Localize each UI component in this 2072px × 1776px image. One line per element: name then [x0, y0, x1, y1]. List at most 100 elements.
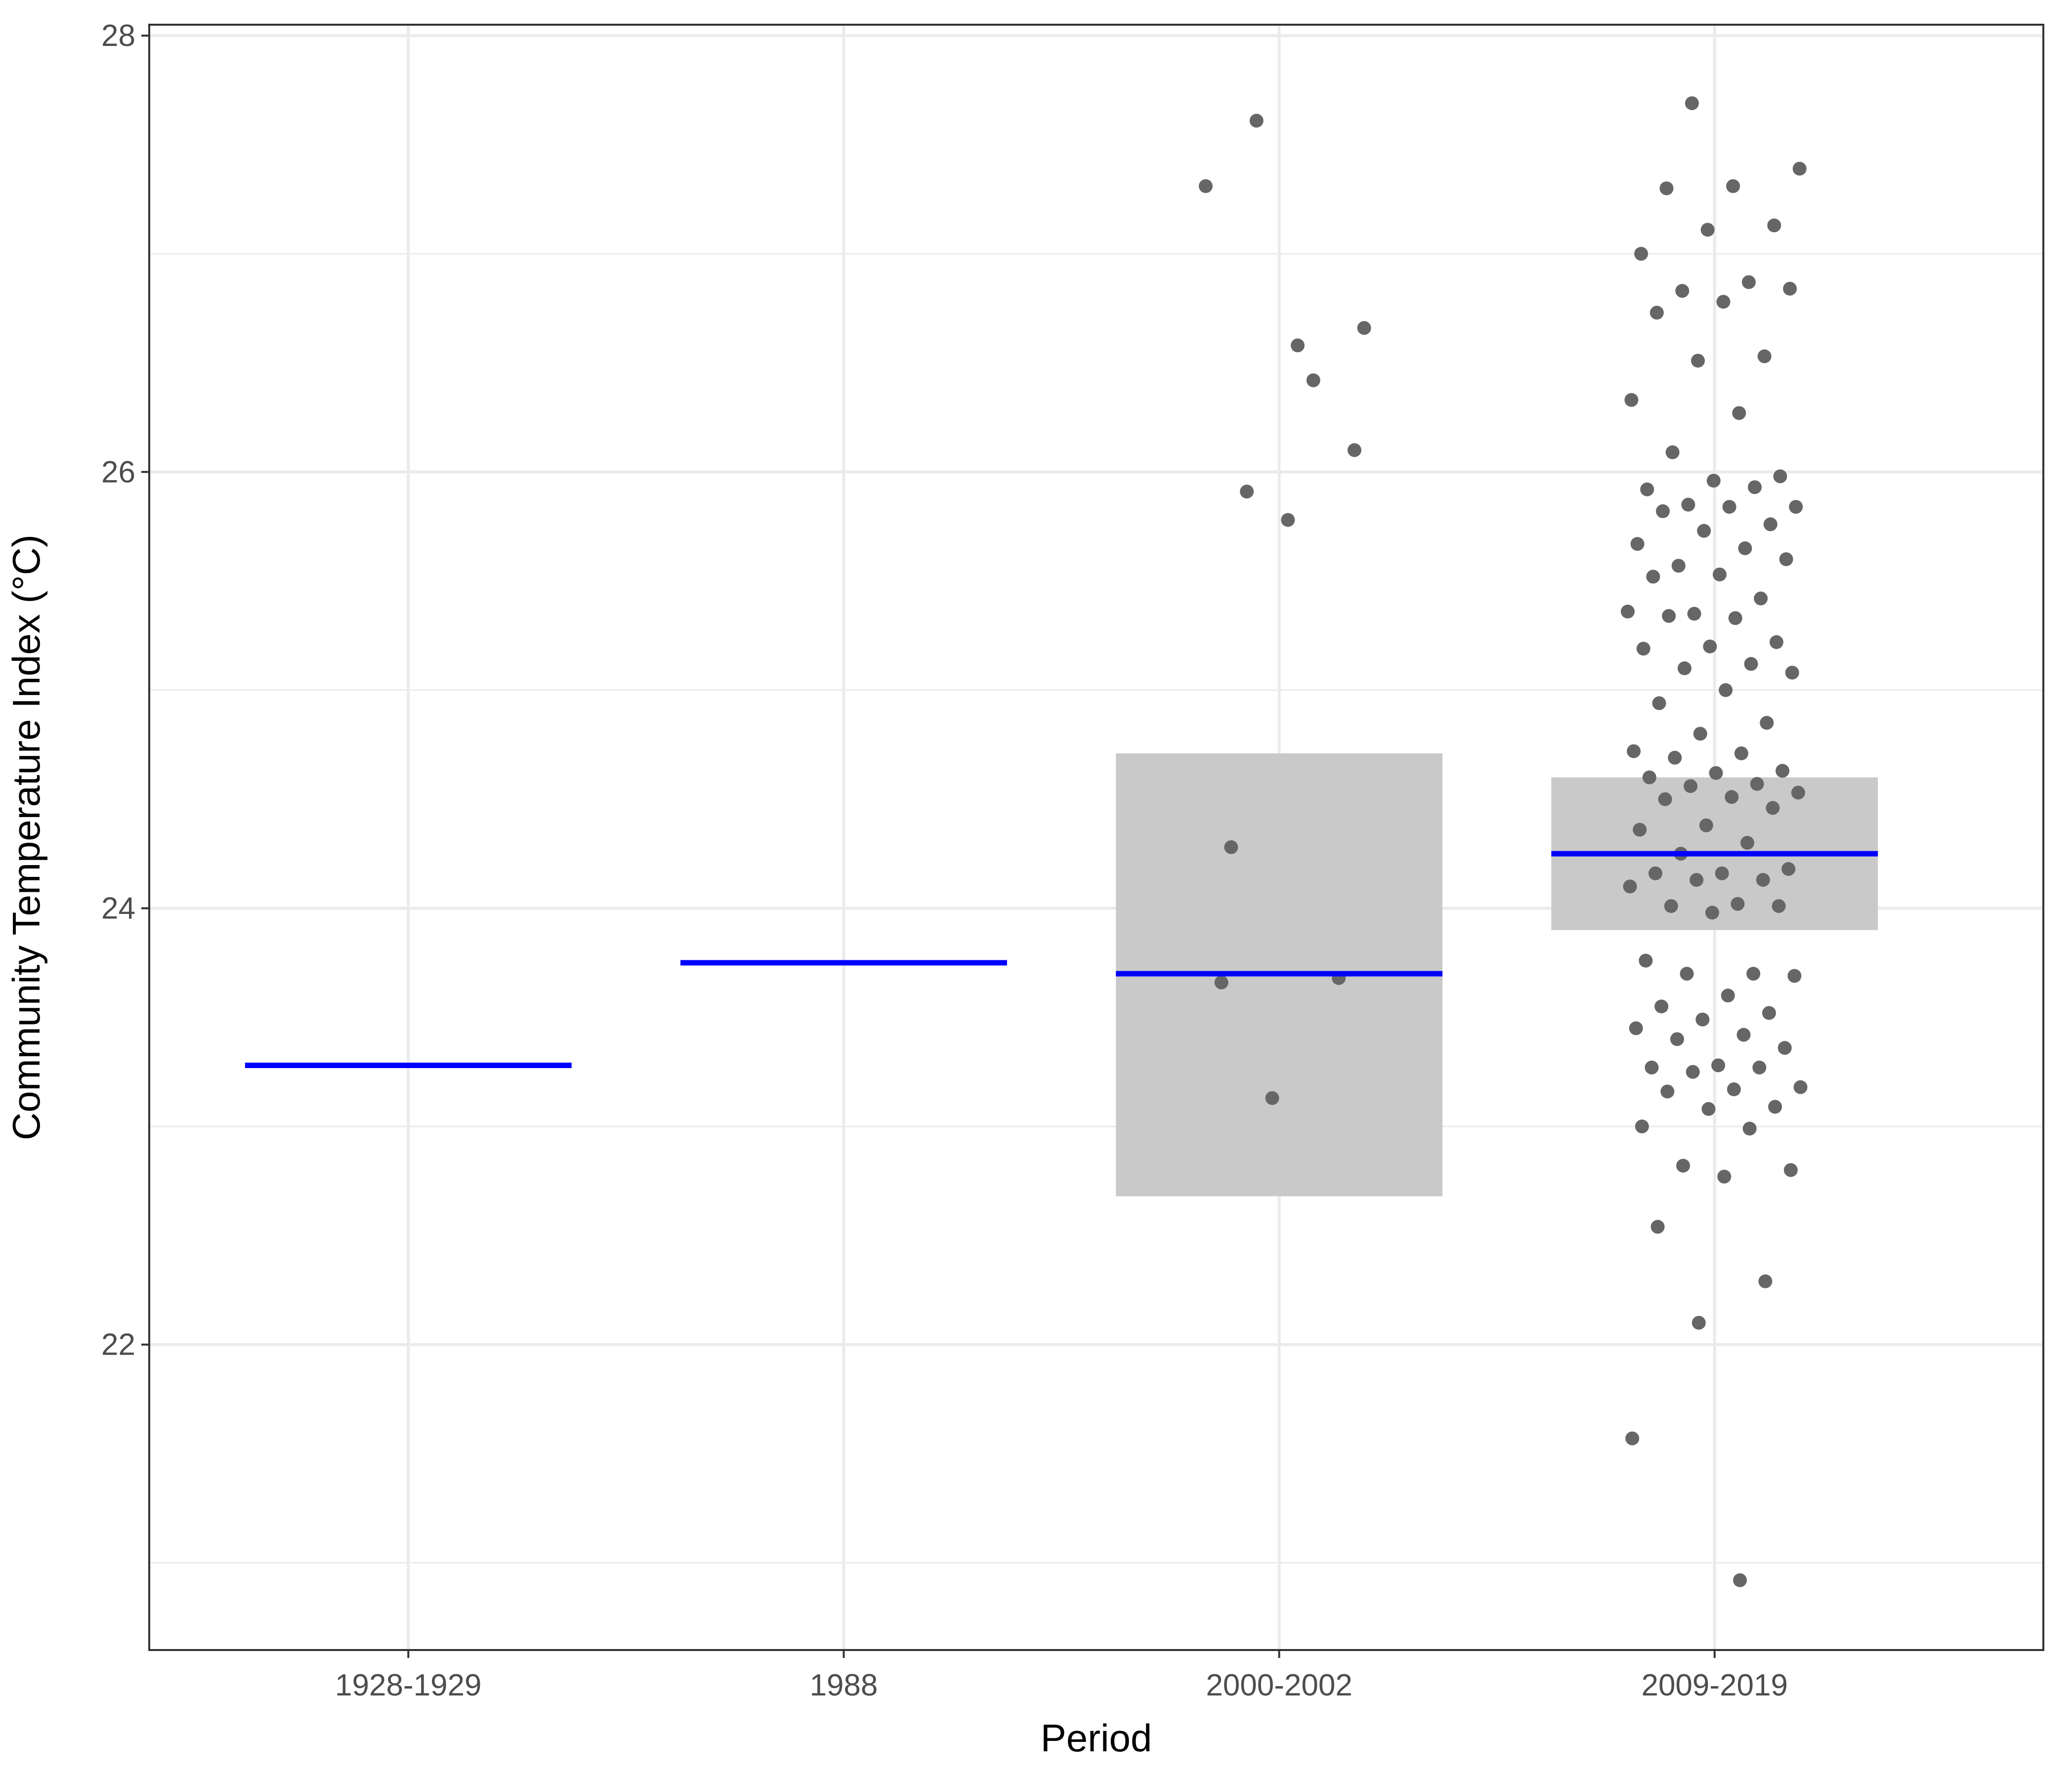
- data-point: [1676, 1158, 1691, 1173]
- data-point: [1777, 1041, 1792, 1055]
- data-point: [1769, 635, 1783, 649]
- data-point: [1733, 1573, 1747, 1587]
- data-point: [1630, 537, 1645, 551]
- data-point: [1738, 541, 1752, 555]
- data-point: [1636, 642, 1650, 656]
- data-point: [1639, 953, 1653, 968]
- data-point: [1697, 524, 1711, 538]
- data-point: [1686, 1065, 1700, 1079]
- data-point: [1649, 305, 1664, 320]
- data-point: [1347, 443, 1361, 457]
- data-point: [1727, 1082, 1741, 1097]
- data-point: [1734, 746, 1748, 760]
- data-point: [1687, 607, 1701, 621]
- data-point: [1742, 1121, 1757, 1136]
- data-point: [1691, 354, 1705, 368]
- panel-border: [148, 24, 2044, 1651]
- data-point: [1306, 373, 1320, 387]
- data-point: [1721, 989, 1735, 1003]
- data-point: [1660, 1084, 1675, 1099]
- data-point: [1779, 552, 1793, 566]
- data-point: [1748, 480, 1762, 495]
- data-points: [1198, 96, 1808, 1587]
- data-point: [1655, 504, 1670, 518]
- data-point: [1684, 779, 1698, 793]
- data-point: [1690, 873, 1704, 887]
- data-point: [1635, 1119, 1649, 1134]
- data-point: [1290, 338, 1305, 353]
- data-point: [1744, 657, 1758, 671]
- data-point: [1650, 1220, 1665, 1234]
- data-point: [1680, 967, 1694, 981]
- axis-ticks: 22 24 26 28 1928-1929 1988 2000-2002 2009-2019: [101, 19, 1788, 1702]
- data-point: [1758, 1274, 1773, 1288]
- data-point: [1719, 683, 1733, 697]
- data-point: [1792, 162, 1807, 176]
- data-point: [1768, 1100, 1782, 1114]
- y-tick-label: 22: [101, 1328, 135, 1362]
- data-point: [1767, 218, 1781, 233]
- x-tick-label: 1928-1929: [335, 1668, 482, 1702]
- x-tick-label: 2009-2019: [1641, 1668, 1788, 1702]
- data-point: [1793, 1080, 1808, 1094]
- data-point: [1648, 866, 1662, 880]
- data-point: [1709, 766, 1723, 780]
- data-point: [1783, 282, 1797, 296]
- data-point: [1623, 879, 1637, 894]
- data-point: [1659, 181, 1674, 196]
- data-point: [1627, 744, 1641, 758]
- data-point: [1658, 792, 1672, 806]
- data-point: [1750, 777, 1764, 791]
- data-point: [1198, 179, 1213, 193]
- data-point: [1652, 696, 1666, 710]
- data-point: [1662, 609, 1676, 623]
- y-tick-label: 28: [101, 19, 135, 53]
- data-point: [1281, 513, 1295, 527]
- data-point: [1785, 665, 1799, 680]
- data-point: [1691, 1316, 1706, 1330]
- data-point: [1741, 275, 1756, 289]
- data-point: [1624, 393, 1639, 407]
- data-point: [1625, 1431, 1640, 1446]
- data-point: [1715, 866, 1729, 880]
- data-point: [1760, 716, 1774, 730]
- data-point: [1763, 517, 1777, 532]
- data-point: [1645, 1060, 1659, 1074]
- data-point: [1756, 873, 1770, 887]
- data-point: [1629, 1021, 1643, 1035]
- data-point: [1240, 485, 1254, 499]
- data-point: [1249, 114, 1264, 128]
- data-point: [1716, 294, 1731, 309]
- data-point: [1772, 899, 1786, 913]
- data-point: [1681, 497, 1695, 512]
- data-point: [1711, 1058, 1726, 1073]
- x-tick-label: 2000-2002: [1206, 1668, 1353, 1702]
- data-point: [1685, 96, 1699, 110]
- data-point: [1703, 639, 1717, 654]
- data-point: [1726, 179, 1740, 193]
- data-point: [1668, 750, 1682, 765]
- data-point: [1757, 349, 1772, 364]
- data-point: [1699, 818, 1713, 832]
- data-point: [1677, 661, 1691, 675]
- data-point: [1722, 499, 1736, 514]
- data-point: [1776, 764, 1790, 778]
- y-axis-title: Community Temperature Index (°C): [4, 535, 48, 1140]
- data-point: [1731, 897, 1745, 911]
- data-point: [1746, 967, 1761, 981]
- data-point: [1671, 559, 1686, 573]
- data-point: [1773, 469, 1787, 484]
- data-point: [1732, 406, 1746, 420]
- data-point: [1728, 611, 1742, 625]
- data-point: [1781, 862, 1796, 876]
- data-point: [1701, 1102, 1716, 1116]
- data-point: [1754, 591, 1768, 606]
- data-point: [1634, 247, 1649, 261]
- data-point: [1670, 1032, 1684, 1046]
- data-point: [1787, 969, 1802, 983]
- data-point: [1789, 499, 1803, 514]
- data-point: [1357, 321, 1371, 335]
- data-point: [1633, 823, 1647, 837]
- data-point: [1224, 840, 1238, 854]
